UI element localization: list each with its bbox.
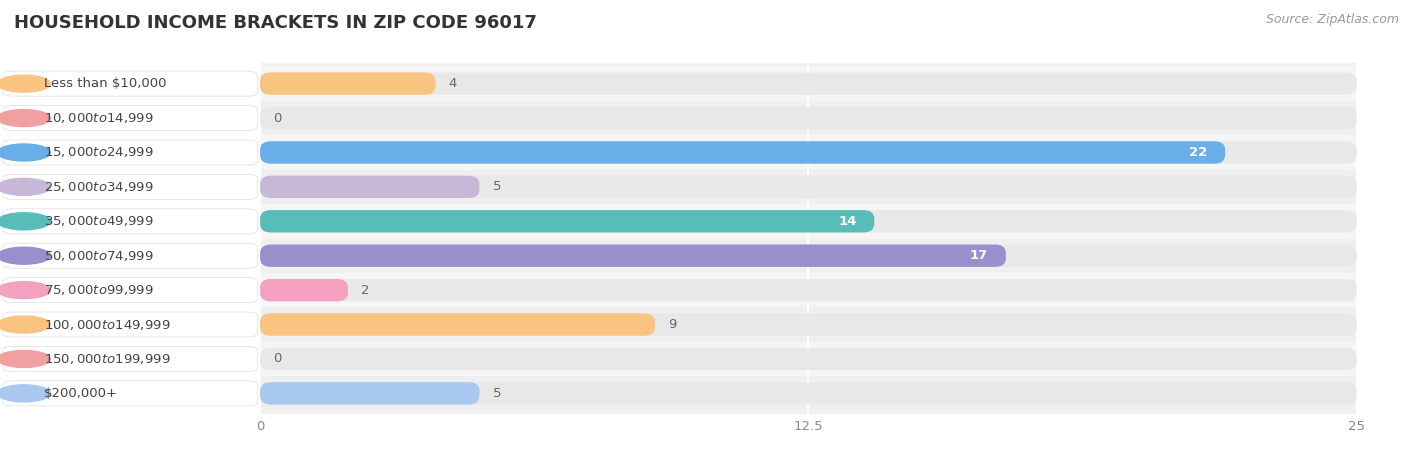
FancyBboxPatch shape: [260, 244, 1357, 267]
FancyBboxPatch shape: [260, 67, 1357, 101]
Text: 22: 22: [1189, 146, 1208, 159]
Text: Less than $10,000: Less than $10,000: [44, 77, 166, 90]
FancyBboxPatch shape: [260, 135, 1357, 170]
Text: 2: 2: [361, 284, 370, 297]
FancyBboxPatch shape: [260, 244, 1005, 267]
FancyBboxPatch shape: [260, 72, 1357, 95]
Text: HOUSEHOLD INCOME BRACKETS IN ZIP CODE 96017: HOUSEHOLD INCOME BRACKETS IN ZIP CODE 96…: [14, 14, 537, 32]
Text: $75,000 to $99,999: $75,000 to $99,999: [44, 283, 153, 297]
Text: 9: 9: [668, 318, 676, 331]
Text: $200,000+: $200,000+: [44, 387, 118, 400]
FancyBboxPatch shape: [260, 141, 1225, 164]
FancyBboxPatch shape: [260, 210, 1357, 233]
FancyBboxPatch shape: [260, 279, 347, 302]
FancyBboxPatch shape: [260, 141, 1357, 164]
FancyBboxPatch shape: [260, 210, 875, 233]
FancyBboxPatch shape: [260, 170, 1357, 204]
Text: $150,000 to $199,999: $150,000 to $199,999: [44, 352, 170, 366]
Text: 0: 0: [273, 352, 281, 365]
Text: $50,000 to $74,999: $50,000 to $74,999: [44, 249, 153, 263]
FancyBboxPatch shape: [260, 313, 655, 336]
Text: $25,000 to $34,999: $25,000 to $34,999: [44, 180, 153, 194]
FancyBboxPatch shape: [260, 348, 1357, 370]
FancyBboxPatch shape: [260, 107, 1357, 129]
Text: 0: 0: [273, 112, 281, 125]
FancyBboxPatch shape: [260, 382, 479, 405]
FancyBboxPatch shape: [260, 176, 479, 198]
FancyBboxPatch shape: [260, 273, 1357, 307]
Text: 4: 4: [449, 77, 457, 90]
Text: 5: 5: [492, 180, 501, 194]
FancyBboxPatch shape: [260, 279, 1357, 302]
FancyBboxPatch shape: [260, 204, 1357, 238]
Text: 17: 17: [970, 249, 988, 262]
Text: $35,000 to $49,999: $35,000 to $49,999: [44, 214, 153, 228]
FancyBboxPatch shape: [260, 72, 436, 95]
FancyBboxPatch shape: [260, 176, 1357, 198]
Text: $15,000 to $24,999: $15,000 to $24,999: [44, 145, 153, 159]
Text: $10,000 to $14,999: $10,000 to $14,999: [44, 111, 153, 125]
FancyBboxPatch shape: [260, 101, 1357, 135]
Text: 5: 5: [492, 387, 501, 400]
FancyBboxPatch shape: [260, 382, 1357, 405]
Text: Source: ZipAtlas.com: Source: ZipAtlas.com: [1265, 14, 1399, 27]
FancyBboxPatch shape: [260, 307, 1357, 342]
FancyBboxPatch shape: [260, 376, 1357, 410]
Text: $100,000 to $149,999: $100,000 to $149,999: [44, 318, 170, 332]
Text: 14: 14: [838, 215, 856, 228]
FancyBboxPatch shape: [260, 342, 1357, 376]
FancyBboxPatch shape: [260, 313, 1357, 336]
FancyBboxPatch shape: [260, 238, 1357, 273]
